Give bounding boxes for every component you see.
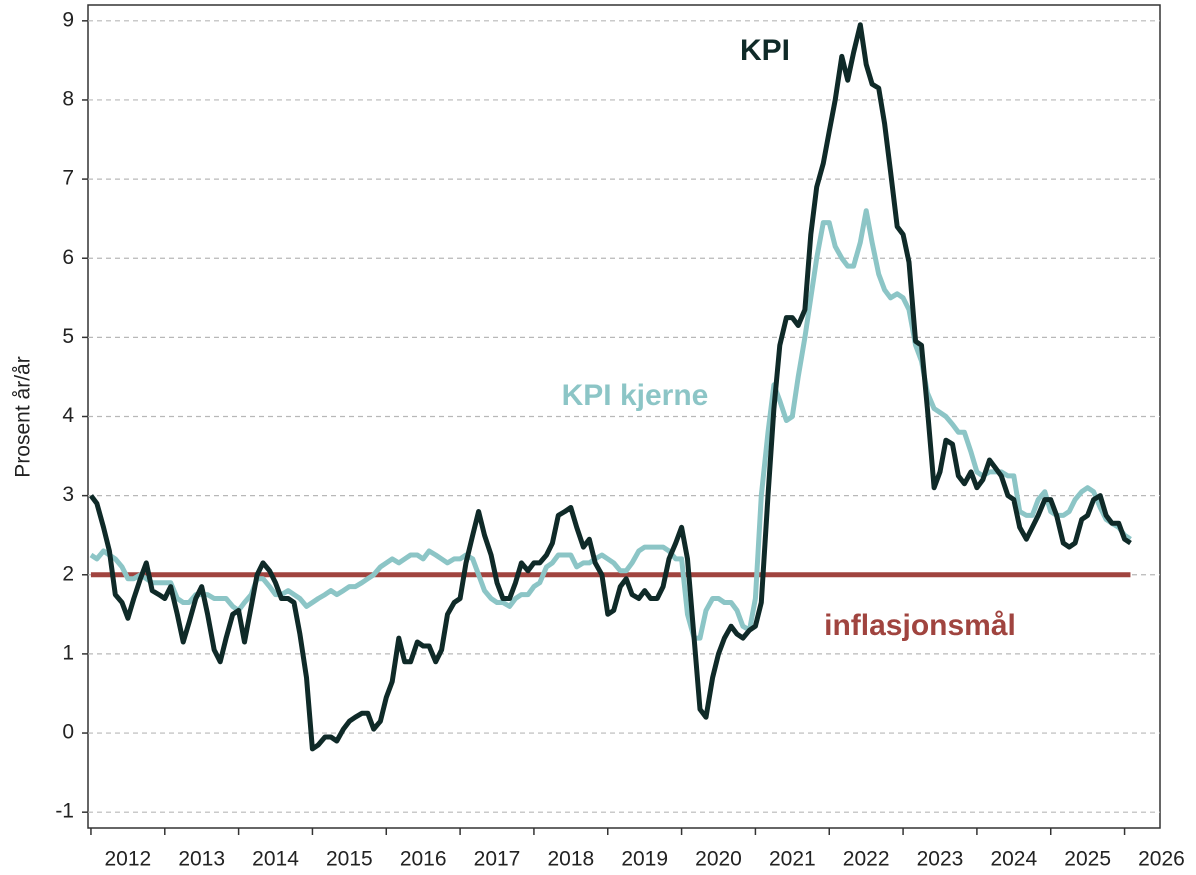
target-label: inflasjonsmål: [824, 609, 1016, 642]
x-tick-label: 2012: [105, 848, 152, 871]
x-tick-label: 2014: [252, 848, 299, 871]
x-tick-label: 2025: [1064, 848, 1111, 871]
y-tick-label: 2: [62, 562, 74, 585]
y-tick-label: 7: [62, 167, 74, 190]
x-tick-label: 2017: [474, 848, 521, 871]
x-tick-label: 2015: [326, 848, 373, 871]
y-tick-label: 9: [62, 8, 74, 31]
line-series: [88, 22, 1132, 752]
series-label: KPI kjerne: [562, 379, 709, 412]
x-tick-label: 2018: [547, 848, 594, 871]
x-tick-label: 2016: [400, 848, 447, 871]
x-tick-label: 2024: [990, 848, 1037, 871]
series-label: KPI: [740, 34, 790, 67]
x-tick-label: 2026: [1138, 848, 1185, 871]
y-tick-label: 4: [62, 404, 74, 427]
y-tick-label: 0: [62, 721, 74, 744]
x-tick-label: 2022: [843, 848, 890, 871]
y-tick-label: 5: [62, 325, 74, 348]
x-tick-label: 2020: [695, 848, 742, 871]
y-tick-label: 6: [62, 246, 74, 269]
y-tick-label: 8: [62, 88, 74, 111]
y-axis-label: Prosent år/år: [12, 356, 35, 477]
x-tick-label: 2019: [621, 848, 668, 871]
y-tick-label: -1: [55, 800, 74, 823]
y-tick-label: 1: [62, 641, 74, 664]
line-series: [89, 208, 1132, 641]
x-tick-label: 2013: [178, 848, 225, 871]
x-tick-label: 2023: [917, 848, 964, 871]
y-tick-label: 3: [62, 483, 74, 506]
x-tick-label: 2021: [769, 848, 816, 871]
